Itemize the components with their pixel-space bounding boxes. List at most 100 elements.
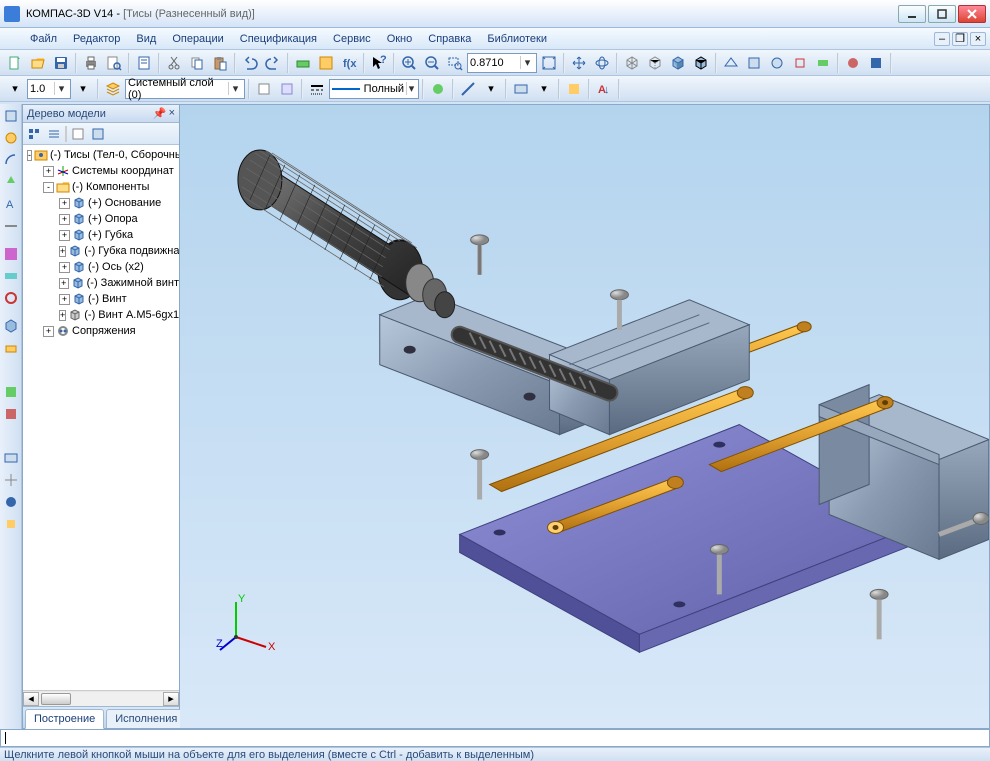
tree-node[interactable]: +(+) Губка (23, 227, 179, 243)
mdi-minimize[interactable]: ‒ (934, 32, 950, 46)
zoom-out-icon[interactable] (421, 52, 443, 74)
tb2-c2[interactable] (276, 78, 298, 100)
undo-icon[interactable] (239, 52, 261, 74)
tb2-c1[interactable] (253, 78, 275, 100)
lt-12[interactable] (1, 382, 21, 402)
tree-tb-4[interactable] (89, 125, 107, 143)
tree-tb-1[interactable] (25, 125, 43, 143)
hidden-lines-icon[interactable] (644, 52, 666, 74)
maximize-button[interactable] (928, 5, 956, 23)
wireframe-icon[interactable] (621, 52, 643, 74)
vars-icon[interactable]: f(x) (338, 52, 360, 74)
tree-tab-build[interactable]: Построение (25, 709, 104, 729)
tree-expander[interactable]: + (59, 310, 66, 321)
tree-expander[interactable]: - (27, 150, 32, 161)
tree-node[interactable]: +(+) Опора (23, 211, 179, 227)
tree-tab-exec[interactable]: Исполнения (106, 709, 186, 728)
tree-node[interactable]: -(-) Компоненты (23, 179, 179, 195)
tree-node[interactable]: +Сопряжения (23, 323, 179, 339)
pin-icon[interactable]: 📌 (153, 107, 167, 120)
scale-combo[interactable]: 1.0▾ (27, 79, 71, 99)
cut-icon[interactable] (163, 52, 185, 74)
lt-16[interactable] (1, 492, 21, 512)
menu-operations[interactable]: Операции (164, 31, 231, 47)
view-btn-1[interactable] (743, 52, 765, 74)
lt-13[interactable] (1, 404, 21, 424)
lt-2[interactable] (1, 128, 21, 148)
tree-node[interactable]: -(-) Тисы (Тел-0, Сборочных е (23, 147, 179, 163)
tree-node[interactable]: +(-) Зажимной винт (23, 275, 179, 291)
menu-specification[interactable]: Спецификация (232, 31, 325, 47)
lt-5[interactable]: A (1, 194, 21, 214)
zoom-fit-icon[interactable] (538, 52, 560, 74)
view-btn-3[interactable] (789, 52, 811, 74)
tree-node[interactable]: +Системы координат (23, 163, 179, 179)
tree-expander[interactable]: - (43, 182, 54, 193)
tb2-b[interactable]: ▾ (72, 78, 94, 100)
linestyle-icon[interactable] (306, 78, 328, 100)
tb2-text-icon[interactable]: A↓ (593, 78, 615, 100)
tb-extra-1[interactable] (842, 52, 864, 74)
tree-node[interactable]: +(-) Ось (x2) (23, 259, 179, 275)
save-icon[interactable] (50, 52, 72, 74)
doc-icon[interactable] (133, 52, 155, 74)
zoom-window-icon[interactable] (444, 52, 466, 74)
lt-14[interactable] (1, 448, 21, 468)
layer-combo[interactable]: Системный слой (0)▾ (125, 79, 245, 99)
tree-expander[interactable]: + (59, 262, 70, 273)
view-btn-2[interactable] (766, 52, 788, 74)
tree-expander[interactable]: + (59, 246, 66, 257)
menu-window[interactable]: Окно (379, 31, 421, 47)
paste-icon[interactable] (209, 52, 231, 74)
shaded-icon[interactable] (667, 52, 689, 74)
close-panel-icon[interactable]: × (169, 107, 175, 120)
tree-node[interactable]: +(-) Губка подвижная (23, 243, 179, 259)
tb2-a[interactable]: ▾ (4, 78, 26, 100)
tb2-d1[interactable] (427, 78, 449, 100)
lt-11[interactable] (1, 338, 21, 358)
lt-6[interactable] (1, 216, 21, 236)
rotate-icon[interactable] (591, 52, 613, 74)
lt-3[interactable] (1, 150, 21, 170)
lt-10[interactable] (1, 316, 21, 336)
viewport-3d[interactable]: Y X Z (180, 104, 990, 729)
tree-node[interactable]: +(+) Основание (23, 195, 179, 211)
mdi-restore[interactable]: ❐ (952, 32, 968, 46)
tree-node[interactable]: +(-) Винт (23, 291, 179, 307)
perspective-icon[interactable] (720, 52, 742, 74)
tree-hscrollbar[interactable]: ◂ ▸ (23, 690, 179, 706)
mdi-close[interactable]: × (970, 32, 986, 46)
lt-15[interactable] (1, 470, 21, 490)
tb2-f1[interactable] (563, 78, 585, 100)
lt-8[interactable] (1, 266, 21, 286)
redo-icon[interactable] (262, 52, 284, 74)
tb2-e2[interactable]: ▾ (533, 78, 555, 100)
view-btn-4[interactable] (812, 52, 834, 74)
preview-icon[interactable] (103, 52, 125, 74)
command-input[interactable] (0, 729, 990, 747)
tree-expander[interactable]: + (43, 326, 54, 337)
menu-edit[interactable]: Редактор (65, 31, 128, 47)
new-icon[interactable] (4, 52, 26, 74)
menu-file[interactable]: Файл (22, 31, 65, 47)
tb-btn-b[interactable] (315, 52, 337, 74)
lt-17[interactable] (1, 514, 21, 534)
lt-7[interactable] (1, 244, 21, 264)
tb2-d2[interactable] (457, 78, 479, 100)
menu-view[interactable]: Вид (128, 31, 164, 47)
menu-libraries[interactable]: Библиотеки (479, 31, 555, 47)
tree-tb-3[interactable] (69, 125, 87, 143)
tree-expander[interactable]: + (59, 214, 70, 225)
print-icon[interactable] (80, 52, 102, 74)
minimize-button[interactable] (898, 5, 926, 23)
lt-4[interactable] (1, 172, 21, 192)
open-icon[interactable] (27, 52, 49, 74)
tb2-e1[interactable] (510, 78, 532, 100)
close-button[interactable] (958, 5, 986, 23)
layers-icon[interactable] (102, 78, 124, 100)
copy-icon[interactable] (186, 52, 208, 74)
menu-service[interactable]: Сервис (325, 31, 379, 47)
lt-9[interactable] (1, 288, 21, 308)
tree-tb-2[interactable] (45, 125, 63, 143)
tree-expander[interactable]: + (59, 230, 70, 241)
